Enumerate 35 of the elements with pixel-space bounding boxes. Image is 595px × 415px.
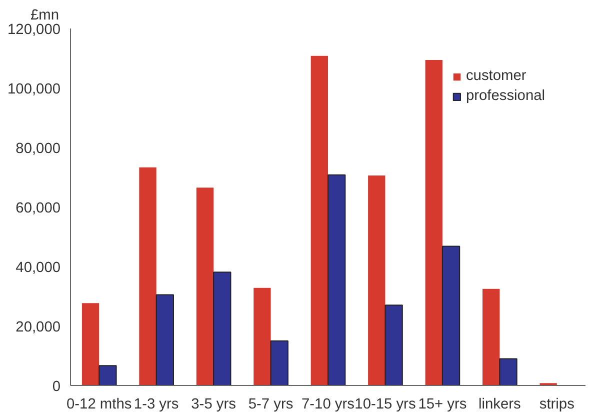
y-axis-title: £mn <box>30 8 60 24</box>
bar <box>213 272 232 386</box>
bar <box>499 358 518 386</box>
bar <box>82 303 100 386</box>
y-tick-label: 40,000 <box>16 260 60 276</box>
x-tick-label: 3-5 yrs <box>191 396 236 412</box>
legend-label: professional <box>466 88 545 104</box>
bar <box>196 188 214 386</box>
bar <box>482 288 500 386</box>
y-tick-label: 60,000 <box>16 200 60 216</box>
x-tick-label: 5-7 yrs <box>248 396 294 412</box>
x-tick-label: linkers <box>478 396 521 412</box>
y-tick-label: 80,000 <box>16 141 60 157</box>
y-tick-label: 100,000 <box>8 82 61 98</box>
x-tick-label: 7-10 yrs <box>302 396 354 412</box>
bar <box>254 288 271 386</box>
y-tick-label: 20,000 <box>16 320 60 336</box>
x-tick-label: 1-3 yrs <box>134 396 179 412</box>
bar <box>384 304 403 386</box>
bar <box>425 60 442 386</box>
bar <box>310 56 328 386</box>
bar <box>328 174 346 386</box>
bar <box>270 340 288 386</box>
x-tick-label: 15+ yrs <box>418 396 467 412</box>
y-tick-label: 0 <box>52 379 61 395</box>
bar <box>156 294 174 386</box>
bar <box>139 167 156 386</box>
x-tick-label: 10-15 yrs <box>354 396 416 412</box>
x-tick-label: 0-12 mths <box>66 396 132 412</box>
bar <box>98 365 117 386</box>
x-tick-label: strips <box>539 396 574 412</box>
y-tick-label: 120,000 <box>8 22 61 38</box>
legend-label: customer <box>466 68 526 84</box>
bar <box>368 175 386 386</box>
bar <box>442 246 460 386</box>
